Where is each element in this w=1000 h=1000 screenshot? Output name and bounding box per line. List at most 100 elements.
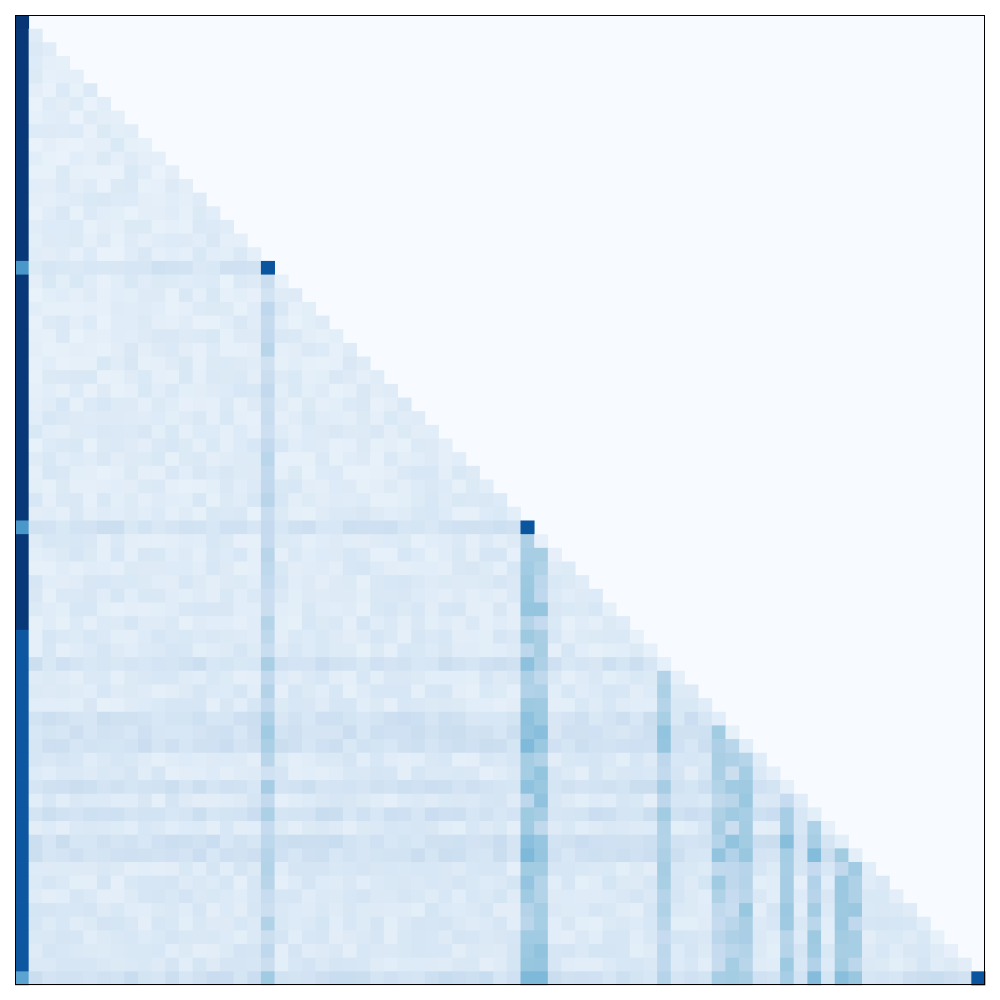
heatmap-cell — [875, 930, 890, 945]
heatmap-cell — [96, 616, 112, 631]
heatmap-cell — [465, 944, 480, 959]
heatmap-cell — [329, 534, 344, 549]
heatmap-cell — [151, 452, 166, 467]
heatmap-cell — [711, 725, 726, 740]
heatmap-cell — [356, 875, 371, 890]
heatmap-cell — [301, 780, 316, 795]
heatmap-cell — [452, 916, 467, 931]
heatmap-cell — [657, 752, 672, 767]
heatmap-cell — [725, 944, 740, 959]
heatmap-cell — [780, 780, 795, 795]
heatmap-cell — [165, 588, 180, 603]
heatmap-cell — [657, 862, 672, 877]
heatmap-cell — [465, 534, 480, 549]
heatmap-cell — [233, 684, 248, 699]
heatmap-cell — [28, 424, 43, 439]
heatmap-cell — [55, 411, 71, 426]
heatmap-cell — [616, 657, 631, 672]
heatmap-cell — [793, 971, 808, 986]
heatmap-cell — [329, 383, 344, 398]
heatmap-cell — [69, 875, 84, 890]
heatmap-cell — [370, 602, 385, 617]
heatmap-cell — [342, 411, 357, 426]
heatmap-cell — [192, 930, 207, 945]
heatmap-cell — [15, 42, 30, 57]
heatmap-cell — [69, 219, 84, 234]
heatmap-cell — [165, 643, 180, 658]
heatmap-cell — [452, 957, 467, 972]
heatmap-cell — [151, 397, 166, 412]
heatmap-cell — [219, 725, 234, 740]
heatmap-cell — [616, 821, 631, 836]
heatmap-cell — [616, 971, 631, 986]
heatmap-cell — [739, 752, 754, 767]
heatmap-cell — [288, 288, 303, 303]
heatmap-cell — [670, 848, 685, 863]
heatmap-cell — [602, 616, 617, 631]
heatmap-cell — [684, 957, 699, 972]
heatmap-cell — [165, 684, 180, 699]
heatmap-cell — [383, 561, 398, 576]
heatmap-cell — [329, 342, 344, 357]
heatmap-cell — [274, 370, 289, 385]
heatmap-cell — [575, 793, 590, 808]
heatmap-cell — [96, 356, 112, 371]
heatmap-cell — [342, 629, 357, 644]
heatmap-cell — [178, 274, 193, 289]
heatmap-cell — [178, 301, 193, 316]
heatmap-cell — [124, 698, 139, 713]
heatmap-cell — [110, 151, 125, 166]
heatmap-cell — [96, 903, 112, 918]
heatmap-cell — [588, 834, 603, 849]
heatmap-cell — [547, 602, 562, 617]
heatmap-cell — [206, 424, 221, 439]
heatmap-cell — [329, 944, 344, 959]
heatmap-cell — [506, 957, 521, 972]
heatmap-cell — [684, 807, 699, 822]
heatmap-cell — [110, 725, 125, 740]
heatmap-cell — [69, 342, 84, 357]
heatmap-cell — [301, 424, 316, 439]
heatmap-cell — [356, 944, 371, 959]
heatmap-cell — [342, 793, 357, 808]
heatmap-cell — [329, 684, 344, 699]
heatmap-cell — [465, 916, 480, 931]
heatmap-cell — [206, 834, 221, 849]
heatmap-cell — [670, 711, 685, 726]
heatmap-cell — [479, 629, 494, 644]
heatmap-cell — [506, 930, 521, 945]
heatmap-cell — [192, 260, 207, 275]
heatmap-cell — [83, 288, 98, 303]
heatmap-cell — [438, 616, 453, 631]
heatmap-cell — [807, 916, 822, 931]
heatmap-cell — [875, 971, 890, 986]
heatmap-cell — [28, 83, 43, 98]
heatmap-cell — [588, 957, 603, 972]
heatmap-cell — [452, 903, 467, 918]
heatmap-cell — [219, 383, 234, 398]
heatmap-cell — [124, 821, 139, 836]
heatmap-cell — [356, 766, 371, 781]
heatmap-cell — [561, 725, 576, 740]
heatmap-cell — [165, 493, 180, 508]
heatmap-cell — [55, 643, 71, 658]
heatmap-cell — [356, 356, 371, 371]
heatmap-cell — [178, 206, 193, 221]
heatmap-cell — [15, 725, 30, 740]
heatmap-cell — [260, 547, 275, 562]
heatmap-cell — [110, 315, 125, 330]
heatmap-cell — [206, 725, 221, 740]
heatmap-cell — [547, 670, 562, 685]
heatmap-cell — [288, 793, 303, 808]
heatmap-cell — [411, 629, 426, 644]
heatmap-cell — [124, 124, 139, 139]
heatmap-cell — [260, 616, 275, 631]
heatmap-cell — [96, 588, 112, 603]
heatmap-cell — [670, 725, 685, 740]
heatmap-cell — [151, 219, 166, 234]
heatmap-cell — [766, 944, 781, 959]
heatmap-cell — [397, 944, 412, 959]
heatmap-cell — [383, 657, 398, 672]
heatmap-cell — [96, 424, 112, 439]
heatmap-cell — [301, 616, 316, 631]
